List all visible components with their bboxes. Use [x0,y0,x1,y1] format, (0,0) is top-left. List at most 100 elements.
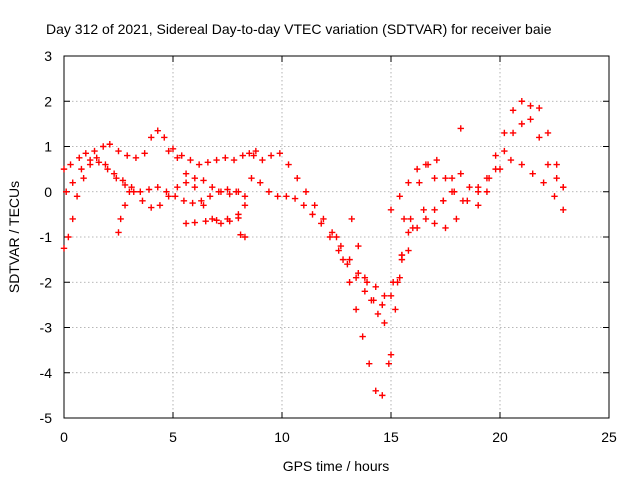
data-point [115,229,122,236]
data-point [246,150,253,157]
data-point [359,333,366,340]
data-point [483,174,491,182]
data-point [161,134,168,141]
data-point [235,214,242,222]
data-point [407,215,414,223]
data-point [283,193,290,200]
data-series [60,98,567,399]
data-point [202,217,209,225]
data-point [492,152,499,159]
series-arc-2 [60,154,249,252]
series-arc-3 [62,156,242,211]
data-point [115,147,122,155]
data-point [551,193,558,200]
data-point [200,177,207,184]
y-tick-label: -2 [40,274,53,290]
data-point [311,202,318,209]
data-point [178,152,185,159]
data-point [241,193,249,200]
data-point [276,150,284,157]
data-point [285,161,292,168]
data-point [457,125,464,132]
data-point [387,351,395,358]
data-point [355,270,362,277]
data-point [355,242,362,250]
data-point [483,188,491,195]
data-point [475,202,482,209]
data-point [405,247,412,254]
data-point [191,219,198,226]
data-point [259,156,266,164]
data-point [237,231,244,238]
data-point [442,174,449,182]
x-tick-label: 15 [383,429,399,445]
data-point [121,181,129,189]
data-point [60,165,68,173]
y-axis-label: SDTVAR / TECUs [6,181,22,293]
data-point [200,202,207,209]
data-point [416,179,423,186]
data-point [368,297,375,304]
series-arc-11 [348,215,408,358]
data-point [60,245,68,252]
data-point [189,199,196,207]
series-arc-4 [165,147,249,227]
data-point [113,174,120,182]
data-point [252,147,260,155]
data-point [544,129,552,137]
data-point [69,215,76,223]
y-tick-label: 0 [44,184,52,200]
data-point [137,188,144,195]
data-point [106,141,113,148]
data-point [536,104,543,112]
data-point [361,288,369,295]
data-point [191,184,198,191]
data-point [241,202,249,209]
data-point [145,186,153,193]
data-point [475,188,482,195]
data-point [128,184,135,191]
data-point [422,161,430,168]
data-point [65,233,72,241]
data-point [119,177,127,184]
x-tick-label: 0 [60,429,68,445]
data-point [413,165,421,173]
x-tick-label: 10 [274,429,290,445]
data-point [431,220,438,227]
data-point [529,170,536,177]
series-arc-8 [248,125,464,309]
data-point [442,224,449,232]
data-point [191,174,198,182]
data-point [422,215,430,223]
y-tick-label: 3 [44,48,52,64]
data-point [239,152,246,159]
data-point [121,202,129,209]
data-point [326,233,334,241]
series-arc-12 [387,116,567,214]
data-point [374,310,382,318]
data-point [154,127,161,134]
chart-title: Day 312 of 2021, Sidereal Day-to-day VTE… [46,21,552,37]
data-point [518,98,525,105]
data-point [217,220,225,227]
data-point [174,184,181,191]
data-point [536,134,543,141]
data-point [217,188,225,195]
data-point [126,188,133,195]
data-point [363,279,371,286]
data-point [466,184,473,191]
data-point [518,161,525,168]
data-point [148,204,155,211]
data-point [540,179,547,186]
data-point [379,301,386,309]
data-point [518,120,525,128]
series-arc-5 [182,214,242,227]
data-point [302,188,310,195]
data-point [361,274,369,281]
data-point [394,279,401,286]
data-point [400,215,408,223]
series-arc-6 [115,188,133,236]
data-point [405,229,412,236]
data-point [82,150,89,157]
data-point [392,306,399,313]
